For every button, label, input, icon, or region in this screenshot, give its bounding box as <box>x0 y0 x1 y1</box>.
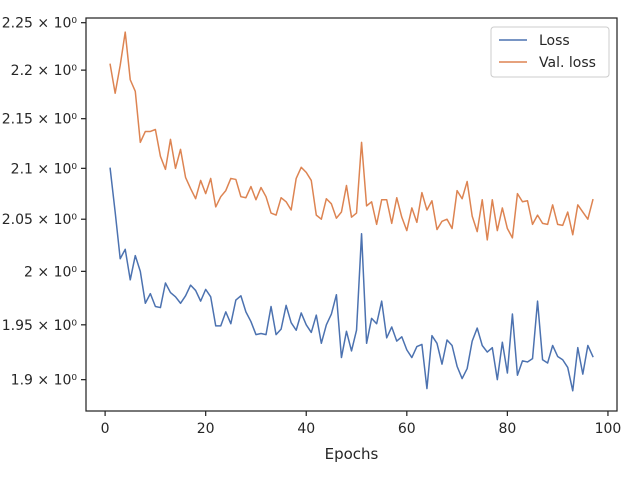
x-tick-label: 20 <box>197 421 215 437</box>
series-line-0 <box>109 167 594 392</box>
y-tick-label: 2.2 × 10⁰ <box>11 63 78 79</box>
series-line-1 <box>109 31 594 241</box>
x-tick-label: 0 <box>101 421 110 437</box>
legend-label-0: Loss <box>539 33 570 49</box>
x-axis-label: Epochs <box>325 445 379 463</box>
x-tick-label: 40 <box>297 421 315 437</box>
axis-ticks: 0 20 40 60 80 100 1.9 × 10⁰ 1.95 × 10⁰ 2 × 10⁰ 2.… <box>2 16 622 437</box>
y-tick-label: 2.05 × 10⁰ <box>2 212 78 228</box>
y-tick-label: 2.25 × 10⁰ <box>2 16 78 32</box>
series-lines <box>109 31 594 392</box>
y-tick-label: 2.1 × 10⁰ <box>11 161 78 177</box>
y-tick-label: 2.15 × 10⁰ <box>2 112 78 128</box>
legend: Loss Val. loss <box>490 26 610 78</box>
x-tick-label: 60 <box>398 421 416 437</box>
x-tick-label: 100 <box>595 421 622 437</box>
legend-label-1: Val. loss <box>539 55 596 71</box>
y-tick-label: 2 × 10⁰ <box>24 264 77 280</box>
y-tick-label: 1.95 × 10⁰ <box>2 318 78 334</box>
y-tick-label: 1.9 × 10⁰ <box>11 373 78 389</box>
x-tick-label: 80 <box>498 421 516 437</box>
plot-area-frame <box>85 17 618 412</box>
